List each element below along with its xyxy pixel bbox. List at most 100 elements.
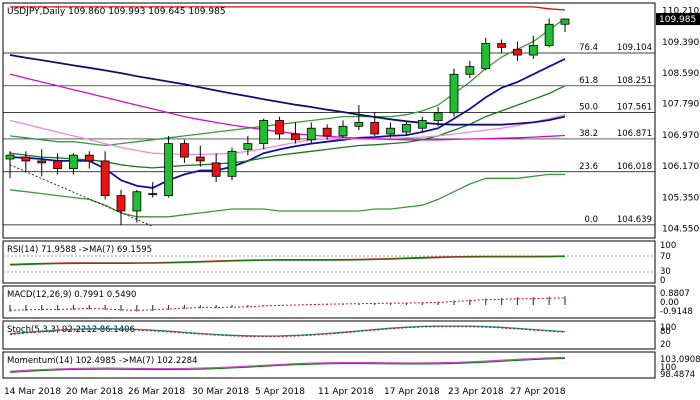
downtrend-dashed-line [9, 164, 153, 227]
navy-long-line [9, 54, 566, 126]
momentum-ma-line [9, 357, 566, 373]
candle-up [417, 120, 427, 129]
candle-up [544, 23, 554, 46]
macd-panel: MACD(12,26,9) 0.7991 0.5490 0.8807 0.00 … [2, 285, 693, 319]
rsi-ma-line [9, 255, 566, 266]
stoch-level-20: 20 [660, 340, 671, 350]
momentum-level-mid: 100 [660, 363, 676, 373]
candle-down [211, 162, 221, 177]
symbol-header: USDJPY,Daily 109.860 109.993 109.645 109… [7, 7, 226, 17]
candle-down [322, 127, 332, 137]
rsi-panel: RSI(14) 71.9588 ->MA(7) 69.1595 100 70 3… [2, 240, 676, 286]
price-tick-label: 105.350 [662, 194, 699, 204]
date-axis: 14 Mar 2018 20 Mar 2018 26 Mar 2018 30 Mar … [4, 387, 566, 397]
fib-value-label: 107.561 [617, 102, 652, 112]
momentum-level-bottom: 98.4874 [660, 370, 695, 380]
last-price-label: 109.985 [659, 15, 696, 25]
candle-up [227, 150, 237, 177]
fib-value-label: 106.871 [617, 129, 652, 139]
candle-down [370, 122, 380, 135]
magenta-long-line [9, 73, 566, 141]
price-tick-label: 104.550 [662, 224, 699, 234]
fib-value-label: 108.251 [617, 76, 652, 86]
price-tick-label: 108.590 [662, 69, 699, 79]
candle-up [354, 122, 364, 127]
candle-up [560, 18, 570, 25]
price-panel-frame [2, 2, 656, 239]
fib-ratio-label: 61.8 [579, 76, 598, 86]
bollinger-lower-line [9, 173, 565, 218]
fib-ratio-label: 50.0 [579, 102, 598, 112]
candle-down [291, 133, 300, 141]
rsi-level-70: 70 [660, 252, 671, 262]
red-long-line [10, 6, 566, 11]
fib-ratio-label: 23.6 [579, 162, 598, 172]
candle-down [84, 154, 94, 162]
date-tick-label: 5 Apr 2018 [255, 387, 305, 397]
rsi-level-30: 30 [660, 267, 671, 277]
price-tick-label: 107.790 [662, 100, 699, 110]
candle-up [69, 154, 78, 170]
stoch-d-line [9, 326, 566, 338]
last-price-box [656, 13, 700, 26]
candle-down [116, 195, 126, 212]
price-tick-label: 106.170 [662, 162, 699, 172]
rsi-level-100: 100 [660, 241, 676, 251]
candle-up [402, 123, 411, 133]
rsi-level-0: 0 [660, 276, 665, 286]
fib-value-label: 106.018 [617, 162, 652, 172]
stoch-level-80: 80 [660, 327, 671, 337]
date-tick-label: 20 Mar 2018 [66, 387, 123, 397]
price-tick-label: 109.390 [662, 38, 699, 48]
candle-up [528, 45, 538, 56]
candle-up [306, 127, 316, 141]
date-tick-label: 11 Apr 2018 [318, 387, 374, 397]
candle-down [180, 143, 189, 158]
macd-signal-line [9, 297, 566, 311]
candle-up [259, 120, 269, 145]
date-tick-label: 23 Apr 2018 [448, 387, 504, 397]
date-tick-label: 17 Apr 2018 [384, 387, 440, 397]
fib-ratio-label: 76.4 [579, 43, 598, 53]
rsi-panel-frame [2, 240, 656, 284]
candle-up [465, 66, 475, 75]
macd-histogram [9, 296, 566, 312]
price-panel: USDJPY,Daily 109.860 109.993 109.645 109… [2, 2, 700, 239]
fib-ratio-label: 38.2 [579, 129, 598, 139]
momentum-panel: Momentum(14) 102.4985 ->MA(7) 102.2284 1… [2, 351, 700, 380]
price-tick-label: 110.210 [662, 6, 699, 16]
candle-down [37, 160, 47, 164]
candle-down [275, 120, 284, 135]
candle-down [195, 156, 205, 162]
date-tick-label: 30 Mar 2018 [192, 387, 249, 397]
macd-panel-frame [2, 285, 656, 319]
momentum-line [9, 356, 566, 372]
candle-up [148, 193, 158, 196]
price-axis: 110.210 109.390 108.590 107.790 106.970 106.1… [656, 6, 700, 234]
macd-level-top: 0.8807 [660, 289, 690, 299]
momentum-title: Momentum(14) 102.4985 ->MA(7) 102.2284 [7, 356, 197, 366]
indicator-lines [9, 6, 566, 218]
macd-level-zero: 0.00 [660, 298, 679, 308]
fib-value-label: 104.639 [617, 215, 652, 225]
candle-up [164, 143, 173, 196]
candle-up [449, 73, 459, 114]
date-tick-label: 14 Mar 2018 [4, 387, 61, 397]
rsi-title: RSI(14) 71.9588 ->MA(7) 69.1595 [7, 245, 152, 255]
fibonacci-levels: 76.4 109.104 61.8 108.251 50.0 107.561 38.2 106… [3, 43, 655, 226]
candle-down [497, 43, 506, 48]
fib-value-label: 109.104 [617, 43, 652, 53]
candle-down [21, 156, 31, 162]
momentum-level-top: 103.0908 [660, 355, 700, 365]
candle-up [338, 125, 348, 137]
stoch-panel-frame [2, 320, 656, 350]
bollinger-upper-line [9, 17, 566, 147]
candle-up [481, 43, 491, 69]
candle-down [100, 160, 110, 196]
candle-down [53, 160, 62, 170]
macd-level-bottom: -0.9148 [660, 307, 693, 317]
candle-up [243, 143, 253, 150]
date-tick-label: 26 Mar 2018 [128, 387, 185, 397]
date-tick-label: 27 Apr 2018 [510, 387, 566, 397]
